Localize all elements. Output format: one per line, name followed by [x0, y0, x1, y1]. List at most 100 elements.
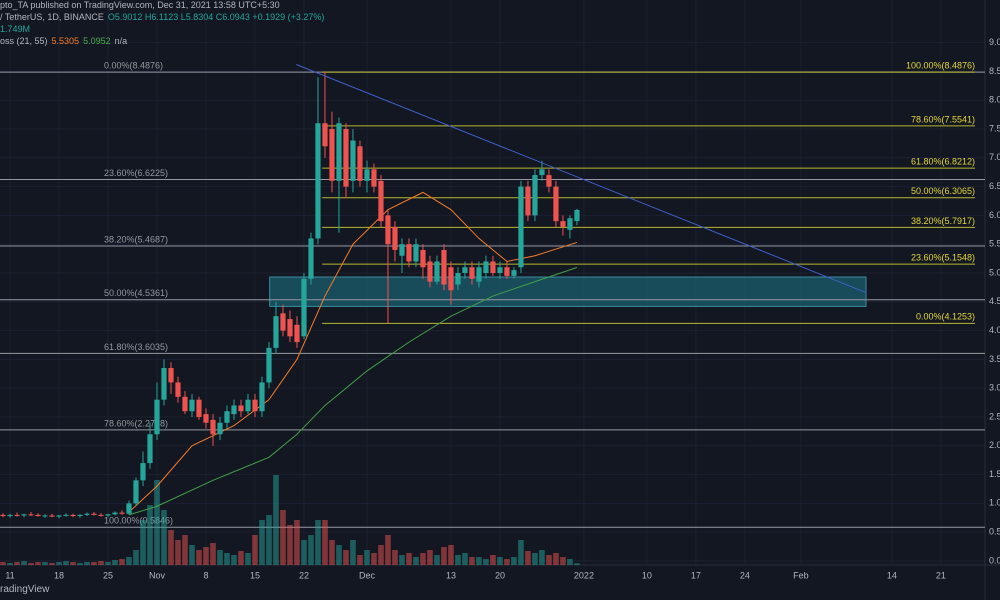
- candle-body: [140, 463, 146, 481]
- candle-body: [567, 218, 573, 230]
- candle-body: [84, 513, 90, 515]
- volume-bar: [462, 553, 468, 565]
- x-tick-label: 18: [54, 570, 64, 580]
- volume-bar: [308, 535, 314, 565]
- volume-bar: [490, 555, 496, 565]
- y-tick-label: 0.5: [989, 527, 1000, 537]
- volume-bar: [210, 543, 216, 565]
- volume-bar: [343, 550, 349, 565]
- volume-bar: [385, 535, 391, 565]
- volume-bar: [406, 553, 412, 565]
- volume-bar: [175, 540, 181, 565]
- fib-label: 0.00%(8.4876): [104, 61, 163, 71]
- y-tick-label: 1.5: [989, 469, 1000, 479]
- fib-label: 78.60%(2.2758): [104, 418, 168, 428]
- header-line: pto_TA published on TradingView.com, Dec…: [0, 0, 284, 11]
- volume-bar: [434, 555, 440, 565]
- volume-bar: [336, 545, 342, 565]
- y-tick-label: 8.0: [989, 95, 1000, 105]
- volume-bar: [574, 563, 580, 565]
- candle-body: [287, 319, 293, 337]
- candle-body: [14, 514, 20, 516]
- candle-body: [336, 123, 342, 181]
- volume-bar: [469, 557, 475, 565]
- volume-bar: [238, 551, 244, 565]
- ma-fast: 5.5305: [51, 36, 80, 46]
- volume-bar: [91, 562, 97, 565]
- candle-body: [392, 226, 398, 250]
- x-tick-label: 20: [495, 570, 505, 580]
- volume-bar: [364, 550, 370, 565]
- candle-body: [322, 123, 328, 147]
- volume-bar: [294, 520, 300, 565]
- candle-body: [560, 221, 566, 227]
- volume-bar: [287, 525, 293, 565]
- x-tick-label: Feb: [793, 570, 809, 580]
- candle-body: [119, 512, 125, 514]
- candle-body: [413, 244, 419, 262]
- x-tick-label: 2022: [574, 570, 594, 580]
- candle-body: [133, 480, 139, 504]
- candle-body: [518, 186, 524, 268]
- volume-bar: [441, 547, 447, 565]
- candle-body: [574, 209, 580, 222]
- candle-body: [154, 399, 160, 435]
- candle-body: [203, 414, 209, 423]
- candle-body: [378, 180, 384, 222]
- fib-label: 100.00%(8.4876): [906, 61, 975, 71]
- candle-body: [462, 267, 468, 273]
- candle-body: [406, 244, 412, 262]
- x-tick-label: 8: [203, 570, 208, 580]
- volume-bar: [245, 553, 251, 565]
- candle-body: [245, 399, 251, 412]
- volume-value: 1.749M: [0, 24, 31, 34]
- y-tick-label: 8.5: [989, 66, 1000, 76]
- candle-body: [21, 514, 27, 516]
- candle-body: [182, 396, 188, 412]
- y-tick-label: 3.5: [989, 354, 1000, 364]
- y-tick-label: 7.5: [989, 123, 1000, 133]
- candle-body: [350, 140, 356, 181]
- volume-bar: [553, 553, 559, 565]
- volume-bar: [182, 535, 188, 565]
- volume-bar: [0, 562, 6, 565]
- fib-label: 78.60%(7.5541): [911, 114, 975, 124]
- x-tick-label: 24: [740, 570, 750, 580]
- candle-body: [357, 146, 363, 181]
- volume-bar: [42, 562, 48, 565]
- volume-bar: [546, 555, 552, 565]
- x-tick-label: 25: [103, 570, 113, 580]
- candle-body: [42, 515, 48, 517]
- candle-body: [308, 238, 314, 279]
- candle-body: [266, 347, 272, 383]
- fib-label: 100.00%(0.5846): [104, 516, 173, 526]
- volume-bar: [392, 550, 398, 565]
- volume-bar: [126, 557, 132, 565]
- volume-bar: [448, 545, 454, 565]
- candle-body: [231, 405, 237, 415]
- volume-bar: [301, 540, 307, 565]
- x-tick-label: 14: [887, 570, 897, 580]
- volume-bar: [133, 550, 139, 565]
- volume-bar: [560, 557, 566, 565]
- volume-bar: [119, 559, 125, 565]
- volume-bar: [28, 563, 34, 565]
- candle-body: [217, 422, 223, 435]
- fib-label: 50.00%(4.5361): [104, 288, 168, 298]
- y-tick-label: 1.0: [989, 498, 1000, 508]
- y-tick-label: 6.5: [989, 181, 1000, 191]
- volume-bar: [161, 510, 167, 565]
- x-tick-label: 17: [691, 570, 701, 580]
- candle-body: [91, 513, 97, 515]
- volume-bar: [266, 515, 272, 565]
- moving-average: [128, 267, 578, 516]
- header-line: / TetherUS, 1D, BINANCE O5.9012 H6.1123 L…: [0, 12, 328, 23]
- candle-body: [364, 169, 370, 181]
- x-tick-label: Nov: [149, 570, 166, 580]
- volume-bar: [35, 562, 41, 565]
- candle-body: [63, 514, 69, 516]
- candle-body: [56, 515, 62, 517]
- volume-bar: [497, 557, 503, 565]
- volume-bar: [189, 545, 195, 565]
